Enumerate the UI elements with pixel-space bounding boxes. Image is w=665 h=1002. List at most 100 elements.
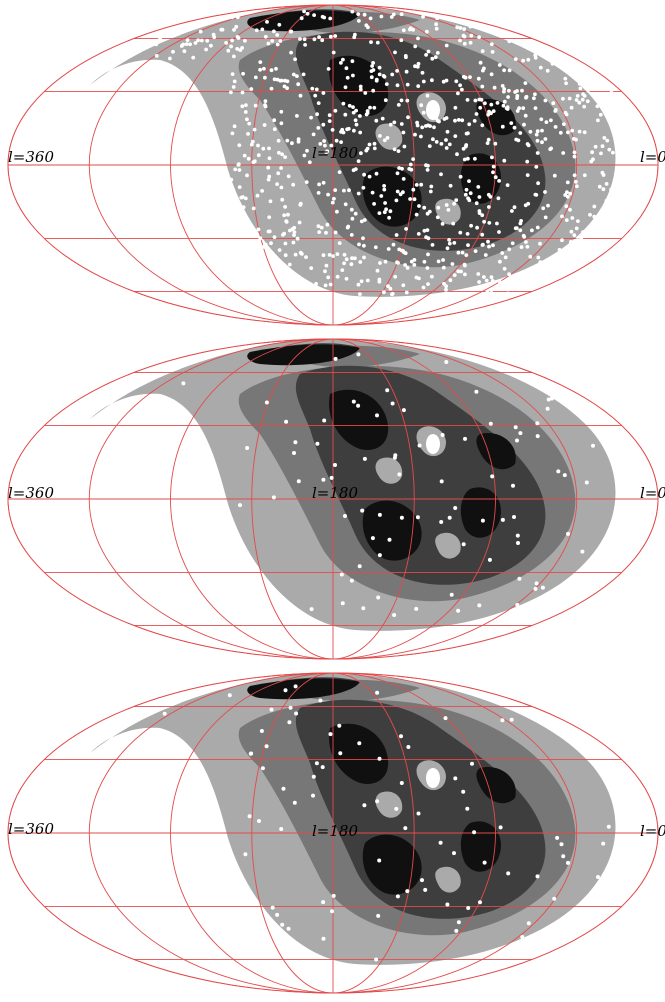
source-point <box>279 166 283 170</box>
source-point <box>467 179 471 184</box>
source-point <box>399 98 404 103</box>
source-point <box>616 102 620 106</box>
source-point <box>391 12 396 17</box>
source-point <box>374 78 379 83</box>
source-point <box>577 129 582 134</box>
source-point <box>491 164 496 169</box>
source-point <box>351 73 355 78</box>
source-point <box>327 113 332 118</box>
source-point <box>329 143 334 148</box>
source-point <box>503 255 508 260</box>
source-point <box>266 165 271 170</box>
source-point <box>269 86 274 91</box>
source-point <box>445 129 450 134</box>
source-point <box>568 207 572 212</box>
source-point <box>362 456 367 461</box>
source-point <box>279 185 284 190</box>
source-point <box>568 191 573 196</box>
source-point <box>399 122 404 126</box>
source-point <box>595 217 600 222</box>
source-point <box>379 14 384 19</box>
source-point <box>590 150 594 155</box>
source-point <box>260 766 265 771</box>
source-point <box>339 140 343 145</box>
source-point <box>597 101 602 106</box>
source-point <box>377 756 382 761</box>
source-point <box>380 116 385 121</box>
source-point <box>341 101 346 106</box>
source-point <box>356 12 361 16</box>
source-point <box>262 123 267 127</box>
source-point <box>421 79 426 84</box>
source-point <box>254 28 259 33</box>
source-point <box>534 938 539 943</box>
source-point <box>351 399 356 404</box>
source-point <box>393 50 397 55</box>
source-point <box>462 27 467 31</box>
source-point <box>570 65 574 69</box>
source-point <box>491 170 495 175</box>
source-point <box>456 250 461 255</box>
source-point <box>420 878 424 883</box>
source-point <box>489 42 494 47</box>
source-point <box>478 60 483 65</box>
source-point <box>372 146 377 151</box>
source-point <box>289 50 293 55</box>
source-point <box>464 187 469 192</box>
source-point <box>576 413 581 418</box>
source-point <box>382 187 387 192</box>
source-point <box>422 259 427 264</box>
source-point <box>572 154 577 159</box>
source-point <box>492 85 497 90</box>
source-point <box>431 104 436 109</box>
source-point <box>523 113 528 118</box>
source-point <box>393 274 398 279</box>
source-point <box>469 223 473 228</box>
source-point <box>567 96 572 101</box>
source-point <box>431 137 435 142</box>
source-point <box>270 905 275 910</box>
sky-map-bottom-svg <box>7 672 659 994</box>
source-point <box>602 876 607 880</box>
source-point <box>281 786 286 791</box>
contour-core-1 <box>329 389 389 450</box>
source-point <box>544 120 549 124</box>
source-point <box>382 74 387 79</box>
source-point <box>604 182 609 186</box>
source-point <box>411 187 416 192</box>
source-point <box>442 281 446 286</box>
source-point <box>204 47 209 52</box>
source-point <box>414 212 419 217</box>
source-point <box>534 132 539 137</box>
source-point <box>232 124 237 129</box>
contour-gap-1 <box>375 457 403 484</box>
source-point <box>452 851 456 856</box>
source-point <box>347 188 351 193</box>
source-point <box>603 206 608 211</box>
source-point <box>295 236 300 241</box>
source-point <box>537 46 542 51</box>
source-point <box>447 241 452 246</box>
source-point <box>229 44 234 49</box>
source-point <box>236 36 241 40</box>
source-point <box>432 125 436 130</box>
source-point <box>528 129 533 134</box>
source-point <box>460 118 465 123</box>
source-point <box>506 291 510 296</box>
source-point <box>250 139 255 144</box>
sky-map-bottom: l=360 l=180 l=0 <box>0 668 665 1002</box>
source-point <box>333 230 338 235</box>
source-point <box>377 512 382 517</box>
source-point <box>443 716 448 721</box>
label-l0: l=0 <box>640 822 665 840</box>
source-point <box>445 902 450 907</box>
source-point <box>382 138 387 143</box>
source-point <box>423 887 428 892</box>
source-point <box>337 241 342 246</box>
source-point <box>557 247 562 252</box>
source-point <box>249 87 254 91</box>
source-point <box>487 557 492 562</box>
source-point <box>247 121 252 126</box>
source-point <box>401 177 406 181</box>
source-point <box>533 92 537 97</box>
